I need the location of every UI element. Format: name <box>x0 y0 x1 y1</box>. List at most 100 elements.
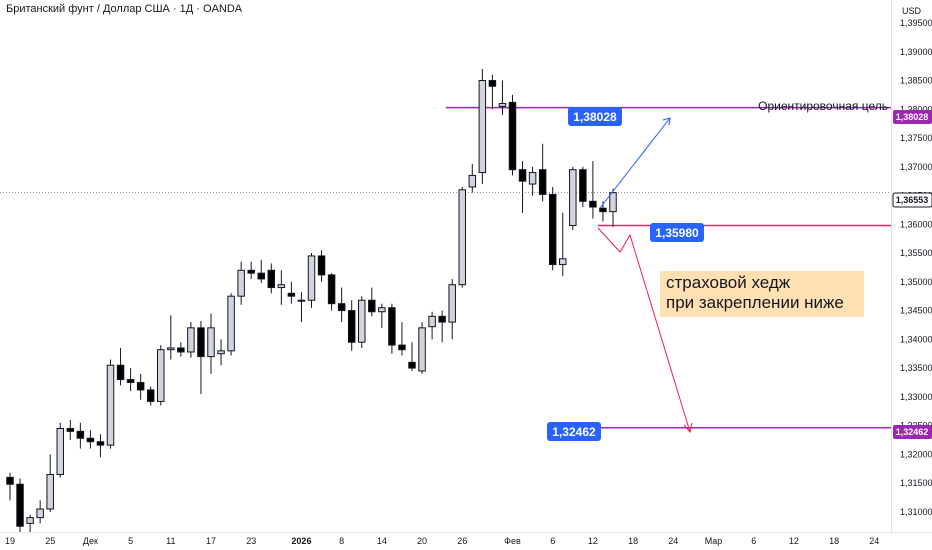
candle-body-up <box>187 327 195 353</box>
candle <box>438 310 446 343</box>
axis-badge-current: 1,36553 <box>892 192 932 208</box>
x-tick-label: 14 <box>377 536 387 546</box>
x-tick-label: 19 <box>5 536 15 546</box>
candle <box>317 250 326 282</box>
candle-body-down <box>136 381 145 391</box>
currency-label: USD <box>902 6 922 16</box>
candle-body-up <box>167 347 175 351</box>
candle-body-up <box>227 295 235 352</box>
x-tick-label: Мар <box>705 536 723 546</box>
candle-body-up <box>559 258 567 266</box>
candle-body-down <box>116 364 125 381</box>
y-tick-label: 1,34000 <box>900 334 932 344</box>
candle-body-up <box>569 169 577 226</box>
candle-body-down <box>267 269 276 289</box>
x-tick-label: Дек <box>83 536 98 546</box>
candle-body-up <box>528 172 537 185</box>
candle <box>518 161 527 213</box>
target-label: Ориентировочная цель <box>758 99 888 113</box>
candle-body-up <box>157 349 165 402</box>
candle-body-up <box>106 364 115 446</box>
candle <box>508 94 517 176</box>
candle <box>609 188 617 228</box>
axis-badge-bottom: 1,32462 <box>893 425 932 439</box>
candle-body-up <box>46 473 54 510</box>
badge-bottom[interactable]: 1,32462 <box>547 422 601 441</box>
candle <box>26 514 34 532</box>
candle <box>337 287 346 323</box>
x-tick-label: 12 <box>588 536 598 546</box>
candle-body-down <box>257 272 265 280</box>
candle <box>247 261 255 279</box>
arrow-down-drawing[interactable] <box>597 227 693 434</box>
note-line-1: страховой хедж <box>666 273 791 292</box>
candle <box>116 347 125 386</box>
hedge-note[interactable]: страховой хедж при закреплении ниже <box>660 271 864 317</box>
candle-body-down <box>438 315 446 323</box>
candle-body-up <box>358 299 366 343</box>
candle <box>76 422 85 449</box>
candle <box>287 281 296 304</box>
candle <box>528 166 537 196</box>
candle-body-up <box>478 80 487 174</box>
candle <box>136 373 145 400</box>
candle <box>167 315 175 360</box>
candle-body-up <box>378 307 386 313</box>
candle-body-up <box>277 284 286 289</box>
candle-body-down <box>146 389 155 402</box>
candle-body-down <box>126 379 135 383</box>
candle <box>16 478 24 532</box>
candle-body-down <box>508 101 517 171</box>
y-tick-label: 1,39000 <box>900 47 932 57</box>
y-tick-label: 1,35500 <box>900 248 932 258</box>
x-tick-label: 5 <box>128 536 133 546</box>
candle-body-down <box>488 80 497 87</box>
candle <box>227 293 235 356</box>
candle <box>408 342 416 371</box>
y-tick-label: 1,33500 <box>900 363 932 373</box>
candle-body-down <box>579 169 587 202</box>
note-line-2: при закреплении ниже <box>666 293 844 312</box>
candle <box>217 339 225 366</box>
x-tick-label: 20 <box>417 536 427 546</box>
price-axis[interactable]: 1,310001,315001,320001,325001,330001,335… <box>900 18 932 517</box>
axis-badge-top: 1,38028 <box>893 110 932 124</box>
candle <box>126 368 135 392</box>
candle <box>368 287 376 317</box>
candle <box>307 253 316 308</box>
arrow-up-drawing[interactable] <box>599 117 671 209</box>
candle-body-down <box>197 327 205 358</box>
y-tick-label: 1,39500 <box>900 18 932 28</box>
candle-body-down <box>599 207 607 213</box>
candle <box>177 342 185 357</box>
candle <box>488 74 497 110</box>
candle-body-up <box>237 269 245 297</box>
level-lines <box>446 106 891 429</box>
x-tick-label: 2026 <box>291 536 311 546</box>
time-axis[interactable]: 19 25 Дек 5 11 17 23 2026 8 14 20 26 Фев 6 12 18 24 Мар 6 1… <box>5 536 879 546</box>
candle-body-down <box>398 344 406 351</box>
x-tick-label: 6 <box>550 536 555 546</box>
x-tick-label: 25 <box>45 536 55 546</box>
x-tick-label: 24 <box>668 536 678 546</box>
candle <box>579 166 587 208</box>
candle-body-up <box>56 427 64 475</box>
candle <box>378 303 386 328</box>
candle-body-down <box>66 427 75 432</box>
candle-body-down <box>177 347 185 353</box>
candle-body-up <box>36 508 44 519</box>
x-tick-label: 23 <box>246 536 256 546</box>
candle <box>347 300 356 351</box>
candle-body-down <box>327 274 336 305</box>
badge-mid[interactable]: 1,35980 <box>650 223 704 242</box>
candle <box>458 186 466 288</box>
candle <box>538 143 547 202</box>
candle-body-down <box>347 310 356 343</box>
candle-body-down <box>76 430 85 439</box>
candle-body-down <box>96 441 105 446</box>
badge-top[interactable]: 1,38028 <box>568 107 622 126</box>
candle <box>157 345 165 406</box>
x-tick-label: Фев <box>504 536 521 546</box>
candle-body-down <box>317 255 326 276</box>
